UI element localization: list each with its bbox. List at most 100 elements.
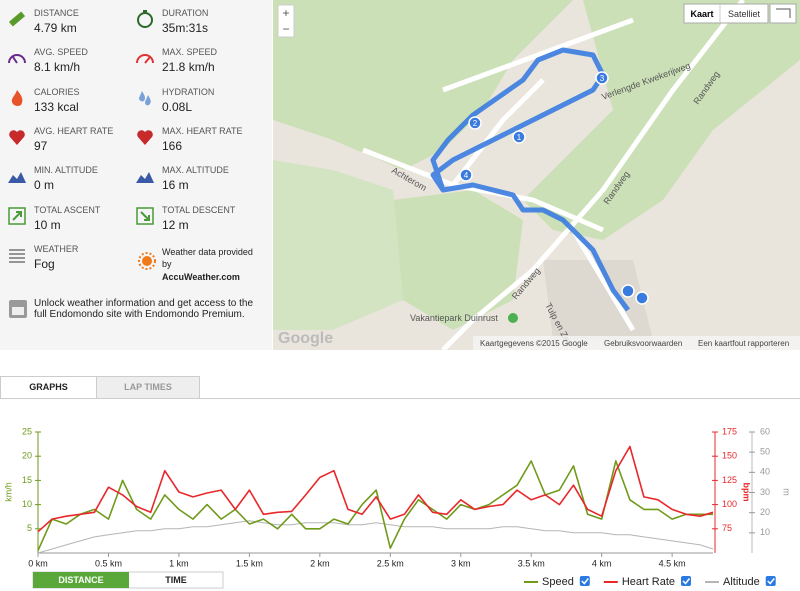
y2-tick-label: 125 [722, 475, 737, 485]
legend-label: Heart Rate [622, 576, 675, 588]
map-attribution: Kaartgegevens ©2015 Google [480, 339, 588, 348]
legend-checkbox[interactable] [681, 576, 692, 586]
y2-tick-label: 175 [722, 426, 737, 436]
stat-value: 166 [162, 138, 183, 153]
stat-value: 8.1 km/h [34, 60, 81, 75]
map-report[interactable]: Een kaartfout rapporteren [698, 339, 789, 348]
tab-lap-times[interactable]: LAP TIMES [96, 376, 200, 399]
stat-icon [9, 249, 25, 263]
y3-tick-label: 50 [760, 447, 770, 457]
y2-tick-label: 100 [722, 499, 737, 509]
stat-label: HYDRATION [162, 86, 215, 97]
stat-label: WEATHER [34, 243, 79, 254]
unlock-message[interactable]: Unlock weather information and get acces… [34, 298, 254, 320]
x-tick-label: 2.5 km [377, 558, 404, 568]
stat-icon [8, 54, 26, 64]
tab-bar: GRAPHS LAP TIMES [0, 376, 800, 399]
series-line [37, 520, 714, 554]
stat-label: MAX. HEART RATE [162, 125, 243, 136]
stat-icon [139, 90, 151, 105]
stat-icon [137, 10, 153, 28]
series-line [37, 460, 713, 551]
legend-check [682, 578, 691, 585]
lock-icon [9, 300, 27, 318]
stat-value: 133 kcal [34, 99, 79, 114]
x-tick-label: 1 km [169, 558, 189, 568]
stat-value: 16 m [162, 178, 189, 193]
legend-check [767, 578, 775, 585]
route-marker[interactable]: 1 [517, 133, 522, 142]
y2-axis-title: bpm [742, 483, 752, 502]
y-tick-label: 25 [22, 426, 32, 436]
stat-value: Fog [34, 256, 55, 271]
stat-label: TOTAL ASCENT [34, 204, 101, 215]
route-marker[interactable]: 2 [473, 119, 478, 128]
stat-value: 0 m [34, 178, 55, 193]
x-tick-label: 3.5 km [518, 558, 545, 568]
stat-label: MIN. ALTITUDE [34, 165, 98, 176]
stat-label: MAX. ALTITUDE [162, 165, 229, 176]
y3-tick-label: 20 [760, 507, 770, 517]
weather-credit: Weather data provided by [162, 247, 253, 269]
x-tick-label: 0.5 km [95, 558, 122, 568]
y3-tick-label: 40 [760, 467, 770, 477]
stat-icon [136, 172, 154, 184]
stat-value: 0.08L [162, 99, 193, 114]
map-logo: Google [278, 330, 333, 347]
weather-brand[interactable]: AccuWeather.com [162, 272, 240, 282]
legend-label: Altitude [723, 576, 760, 588]
stat-label: AVG. SPEED [34, 47, 88, 58]
x-tick-label: 4 km [592, 558, 612, 568]
toggle-option[interactable]: TIME [165, 575, 187, 585]
legend-checkbox[interactable] [579, 576, 590, 586]
toggle-option[interactable]: DISTANCE [58, 575, 103, 585]
x-tick-label: 3 km [451, 558, 471, 568]
zoom-out[interactable]: − [282, 22, 289, 36]
map[interactable]: 1 2 3 4 Verlengde Kwekerijweg Randweg Ra… [273, 0, 800, 350]
x-tick-label: 4.5 km [659, 558, 686, 568]
y3-tick-label: 30 [760, 487, 770, 497]
legend-check [581, 578, 589, 585]
stat-icon [136, 206, 154, 225]
legend-checkbox[interactable] [765, 576, 776, 586]
tab-graphs[interactable]: GRAPHS [0, 376, 97, 398]
stat-icon [8, 206, 26, 225]
stat-label: TOTAL DESCENT [162, 204, 236, 215]
y3-axis-title: m [782, 488, 792, 496]
y2-tick-label: 150 [722, 451, 737, 461]
x-tick-label: 0 km [28, 558, 48, 568]
y-tick-label: 15 [22, 475, 32, 485]
x-tick-label: 1.5 km [236, 558, 263, 568]
y-axis-title: km/h [3, 482, 13, 502]
sun-icon [138, 252, 156, 270]
map-type-button[interactable]: Kaart [690, 9, 713, 19]
stat-value: 21.8 km/h [162, 60, 215, 75]
toggle-active[interactable] [33, 572, 129, 588]
place-label: Vakantiepark Duinrust [410, 313, 498, 323]
stat-value: 4.79 km [34, 21, 77, 35]
stat-icon [11, 89, 23, 106]
stat-value: 97 [34, 138, 48, 153]
y2-tick-label: 75 [722, 523, 732, 533]
stat-label: MAX. SPEED [162, 47, 218, 58]
y3-tick-label: 10 [760, 527, 770, 537]
map-terms[interactable]: Gebruiksvoorwaarden [604, 339, 682, 348]
map-canvas: 1 2 3 4 Verlengde Kwekerijweg Randweg Ra… [273, 0, 800, 350]
zoom-in[interactable]: + [282, 6, 289, 20]
stat-label: AVG. HEART RATE [34, 125, 114, 136]
legend-label: Speed [542, 576, 574, 588]
chart: 0 km 0.5 km 1 km 1.5 km 2 km 2.5 km 3 km 3.5 km… [3, 426, 792, 589]
route-marker[interactable]: 3 [600, 74, 605, 83]
stats-panel: Weather data provided by AccuWeather.com… [0, 0, 272, 350]
y-tick-label: 20 [22, 451, 32, 461]
y-tick-label: 10 [22, 499, 32, 509]
route-marker[interactable]: 4 [464, 171, 469, 180]
stat-icon [8, 172, 26, 184]
stat-label: DURATION [162, 8, 209, 18]
stat-icon [136, 54, 154, 64]
stat-value: 12 m [162, 217, 189, 232]
map-type-button[interactable]: Satelliet [728, 9, 761, 19]
y3-tick-label: 60 [760, 426, 770, 436]
stat-value: 10 m [34, 217, 61, 232]
stat-label: CALORIES [34, 86, 80, 97]
